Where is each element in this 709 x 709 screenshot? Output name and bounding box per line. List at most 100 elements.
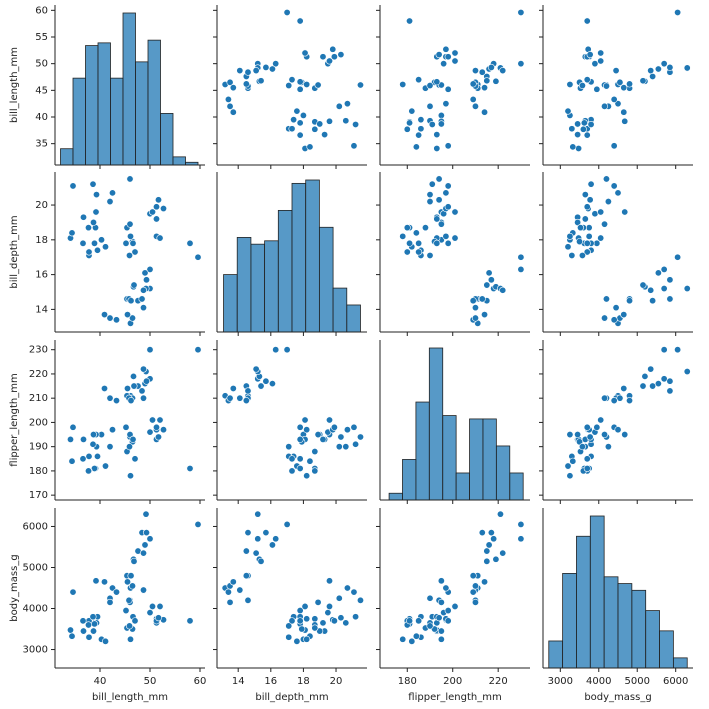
- point: [330, 423, 338, 431]
- x-tick-label: 220: [489, 676, 508, 687]
- hist-bar: [589, 515, 605, 669]
- point: [586, 433, 594, 441]
- point: [296, 78, 304, 86]
- point: [426, 622, 434, 630]
- point: [126, 175, 134, 183]
- point: [288, 617, 296, 625]
- point: [109, 189, 117, 197]
- x-tick-label: 60: [194, 676, 207, 687]
- point: [604, 198, 612, 206]
- point: [408, 107, 416, 115]
- point: [610, 397, 618, 405]
- point: [647, 286, 655, 294]
- point: [149, 416, 157, 424]
- point: [252, 365, 260, 373]
- point: [612, 67, 620, 75]
- point: [129, 435, 137, 443]
- point: [306, 143, 314, 151]
- point: [311, 624, 319, 632]
- point: [85, 452, 93, 460]
- point: [131, 617, 139, 625]
- point: [303, 615, 311, 623]
- point: [343, 426, 351, 434]
- point: [337, 614, 345, 622]
- point: [98, 236, 106, 244]
- hist-bar: [482, 418, 497, 501]
- point: [352, 613, 360, 621]
- point: [244, 529, 252, 537]
- point: [236, 394, 244, 402]
- point: [478, 68, 486, 76]
- point: [141, 269, 149, 277]
- point: [574, 131, 582, 139]
- point: [610, 182, 618, 190]
- point: [229, 84, 237, 92]
- point: [303, 635, 311, 643]
- point: [290, 116, 298, 124]
- point: [293, 107, 301, 115]
- hist-bar: [402, 459, 417, 501]
- point: [485, 269, 493, 277]
- point: [426, 82, 434, 90]
- point: [626, 397, 634, 405]
- point: [496, 510, 504, 518]
- hist-bar: [672, 657, 688, 669]
- point: [90, 431, 98, 439]
- point: [85, 248, 93, 256]
- point: [666, 63, 674, 71]
- hist-bar: [442, 415, 457, 501]
- point: [68, 229, 76, 237]
- point: [437, 598, 445, 606]
- point: [330, 617, 338, 625]
- point: [654, 65, 662, 73]
- point: [141, 541, 149, 549]
- point: [406, 239, 414, 247]
- point: [576, 238, 584, 246]
- point: [517, 265, 525, 273]
- point: [94, 452, 102, 460]
- point: [356, 81, 364, 89]
- point: [604, 443, 612, 451]
- point: [109, 426, 117, 434]
- point: [288, 455, 296, 463]
- point: [186, 464, 194, 472]
- point: [471, 598, 479, 606]
- point: [415, 617, 423, 625]
- point: [444, 203, 452, 211]
- point: [127, 297, 135, 305]
- point: [299, 111, 307, 119]
- point: [293, 637, 301, 645]
- y-tick-label: 60: [35, 5, 48, 16]
- x-axis-label: bill_length_mm: [92, 692, 168, 703]
- point: [67, 626, 75, 634]
- point: [262, 529, 270, 537]
- point: [89, 440, 97, 448]
- point: [564, 462, 572, 470]
- point: [285, 443, 293, 451]
- point: [579, 125, 587, 133]
- point: [324, 609, 332, 617]
- point: [621, 208, 629, 216]
- point: [481, 108, 489, 116]
- point: [356, 433, 364, 441]
- point: [487, 276, 495, 284]
- point: [257, 77, 265, 85]
- point: [138, 387, 146, 395]
- point: [451, 234, 459, 242]
- point: [415, 131, 423, 139]
- point: [101, 311, 109, 319]
- hist-bar: [332, 287, 348, 333]
- point: [126, 251, 134, 259]
- point: [126, 220, 134, 228]
- y-tick-label: 170: [29, 490, 48, 501]
- point: [442, 584, 450, 592]
- point: [283, 8, 291, 16]
- hist-bar: [415, 401, 430, 501]
- point: [352, 120, 360, 128]
- point: [626, 80, 634, 88]
- y-tick-label: 20: [35, 200, 48, 211]
- hist-bar: [631, 589, 647, 669]
- point: [437, 577, 445, 585]
- point: [485, 541, 493, 549]
- x-tick-label: 5000: [625, 676, 650, 687]
